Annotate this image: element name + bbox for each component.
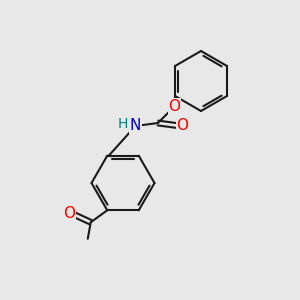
Text: H: H	[118, 117, 128, 130]
Text: O: O	[168, 99, 180, 114]
Text: O: O	[63, 206, 75, 221]
Text: N: N	[130, 118, 141, 134]
Text: O: O	[176, 118, 188, 134]
